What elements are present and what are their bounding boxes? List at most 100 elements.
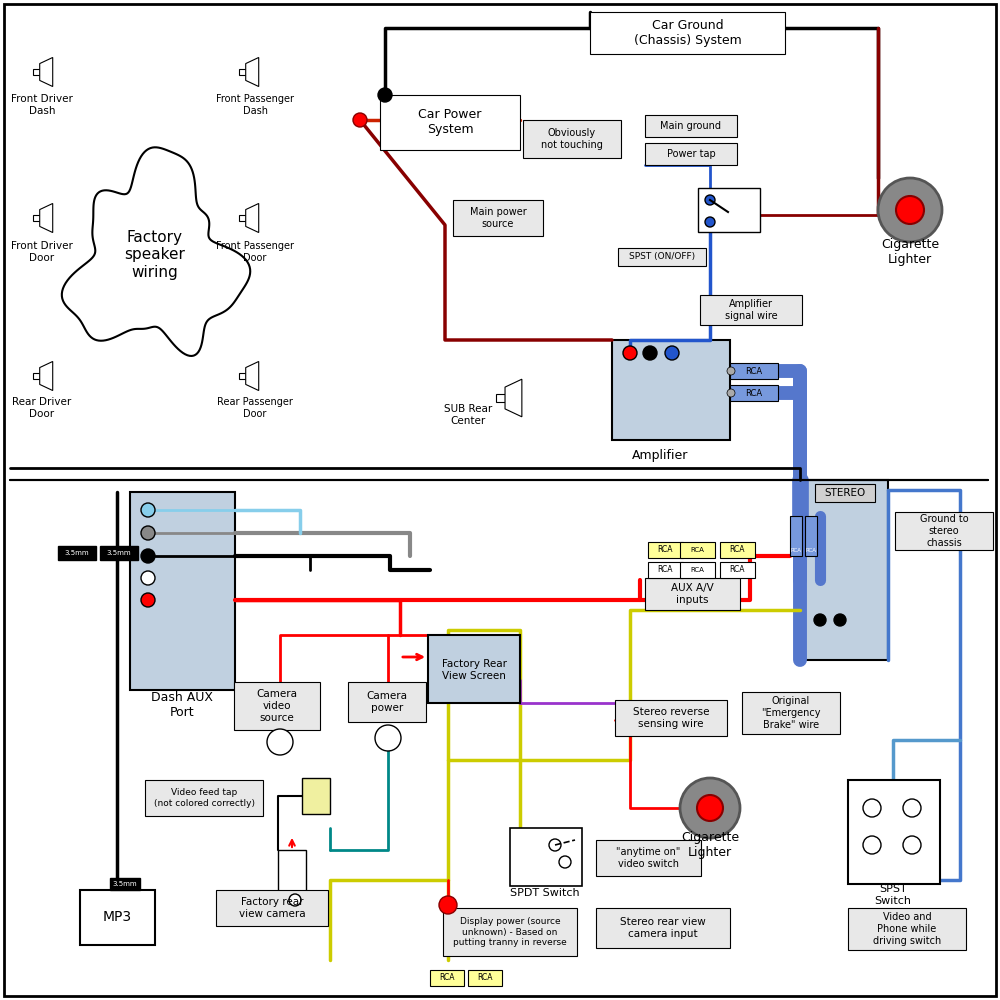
Circle shape — [141, 593, 155, 607]
FancyBboxPatch shape — [428, 635, 520, 703]
Circle shape — [863, 836, 881, 854]
Text: SUB Rear
Center: SUB Rear Center — [444, 404, 492, 426]
FancyBboxPatch shape — [648, 562, 683, 578]
Text: Rear Driver
Door: Rear Driver Door — [12, 397, 72, 419]
Circle shape — [623, 346, 637, 360]
Text: 3.5mm: 3.5mm — [65, 550, 89, 556]
FancyBboxPatch shape — [615, 700, 727, 736]
Polygon shape — [239, 373, 246, 379]
FancyBboxPatch shape — [612, 340, 730, 440]
FancyBboxPatch shape — [698, 188, 760, 232]
Text: RCA: RCA — [691, 547, 704, 553]
Circle shape — [680, 778, 740, 838]
Circle shape — [705, 195, 715, 205]
Text: Factory Rear
View Screen: Factory Rear View Screen — [442, 659, 507, 681]
Text: Camera
video
source: Camera video source — [256, 689, 298, 723]
FancyBboxPatch shape — [278, 850, 306, 892]
Polygon shape — [239, 215, 246, 221]
Circle shape — [378, 88, 392, 102]
Polygon shape — [246, 57, 259, 87]
FancyBboxPatch shape — [510, 828, 582, 886]
Text: Obviously
not touching: Obviously not touching — [541, 128, 603, 150]
Circle shape — [267, 729, 293, 755]
FancyBboxPatch shape — [645, 143, 737, 165]
Text: Main ground: Main ground — [660, 121, 722, 131]
Text: SPDT Switch: SPDT Switch — [510, 888, 580, 898]
Text: Front Passenger
Door: Front Passenger Door — [216, 241, 294, 263]
Text: Cigarette
Lighter: Cigarette Lighter — [881, 238, 939, 266]
Text: Front Driver
Door: Front Driver Door — [11, 241, 73, 263]
FancyBboxPatch shape — [80, 890, 155, 945]
Circle shape — [814, 614, 826, 626]
Text: Stereo reverse
sensing wire: Stereo reverse sensing wire — [633, 707, 709, 729]
Text: Stereo rear view
camera input: Stereo rear view camera input — [620, 917, 706, 939]
FancyBboxPatch shape — [680, 562, 715, 578]
Text: Video feed tap
(not colored correctly): Video feed tap (not colored correctly) — [154, 788, 254, 808]
Circle shape — [697, 795, 723, 821]
FancyBboxPatch shape — [730, 363, 778, 379]
Text: Original
"Emergency
Brake" wire: Original "Emergency Brake" wire — [761, 696, 821, 730]
FancyBboxPatch shape — [348, 682, 426, 722]
FancyBboxPatch shape — [742, 692, 840, 734]
Circle shape — [878, 178, 942, 242]
FancyBboxPatch shape — [4, 4, 996, 996]
Circle shape — [375, 725, 401, 751]
Circle shape — [549, 839, 561, 851]
Text: RCA: RCA — [730, 546, 745, 554]
FancyBboxPatch shape — [430, 970, 464, 986]
FancyBboxPatch shape — [523, 120, 621, 158]
Text: Front Passenger
Dash: Front Passenger Dash — [216, 94, 294, 116]
Circle shape — [705, 217, 715, 227]
Text: Dash AUX
Port: Dash AUX Port — [151, 691, 213, 719]
Text: Main power
source: Main power source — [470, 207, 526, 229]
Text: STEREO: STEREO — [824, 488, 866, 498]
Text: Display power (source
unknown) - Based on
putting tranny in reverse: Display power (source unknown) - Based o… — [453, 917, 567, 947]
FancyBboxPatch shape — [145, 780, 263, 816]
FancyBboxPatch shape — [453, 200, 543, 236]
Text: Car Power
System: Car Power System — [418, 108, 482, 136]
Polygon shape — [33, 69, 40, 75]
Circle shape — [727, 389, 735, 397]
Polygon shape — [239, 69, 246, 75]
Text: RCA: RCA — [658, 546, 673, 554]
FancyBboxPatch shape — [468, 970, 502, 986]
Text: Front Driver
Dash: Front Driver Dash — [11, 94, 73, 116]
Polygon shape — [62, 147, 250, 356]
FancyBboxPatch shape — [895, 512, 993, 550]
Circle shape — [863, 799, 881, 817]
Polygon shape — [246, 361, 259, 391]
FancyBboxPatch shape — [805, 516, 817, 556]
Text: SPST (ON/OFF): SPST (ON/OFF) — [629, 252, 695, 261]
FancyBboxPatch shape — [443, 908, 577, 956]
Text: 3.5mm: 3.5mm — [113, 881, 137, 887]
Text: RCA: RCA — [790, 548, 802, 552]
Text: Power tap: Power tap — [667, 149, 715, 159]
FancyBboxPatch shape — [730, 385, 778, 401]
Text: RCA: RCA — [745, 366, 763, 375]
FancyBboxPatch shape — [720, 562, 755, 578]
Circle shape — [643, 346, 657, 360]
FancyBboxPatch shape — [790, 516, 802, 556]
FancyBboxPatch shape — [590, 12, 785, 54]
FancyBboxPatch shape — [700, 295, 802, 325]
FancyBboxPatch shape — [596, 908, 730, 948]
Text: Amplifier
signal wire: Amplifier signal wire — [725, 299, 777, 321]
Text: RCA: RCA — [691, 567, 704, 573]
FancyBboxPatch shape — [720, 542, 755, 558]
FancyBboxPatch shape — [380, 95, 520, 150]
Polygon shape — [246, 203, 259, 233]
Text: "anytime on"
video switch: "anytime on" video switch — [616, 847, 681, 869]
FancyBboxPatch shape — [58, 546, 96, 560]
FancyBboxPatch shape — [618, 248, 706, 266]
Circle shape — [141, 526, 155, 540]
Text: Car Ground
(Chassis) System: Car Ground (Chassis) System — [634, 19, 741, 47]
Polygon shape — [505, 379, 522, 417]
Text: RCA: RCA — [745, 388, 763, 397]
FancyBboxPatch shape — [130, 492, 235, 690]
Text: RCA: RCA — [730, 566, 745, 574]
Text: Cigarette
Lighter: Cigarette Lighter — [681, 831, 739, 859]
Text: Factory rear
view camera: Factory rear view camera — [239, 897, 305, 919]
Circle shape — [353, 113, 367, 127]
Circle shape — [141, 549, 155, 563]
Circle shape — [727, 367, 735, 375]
